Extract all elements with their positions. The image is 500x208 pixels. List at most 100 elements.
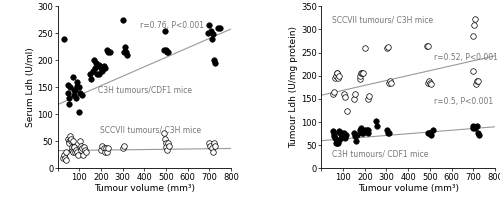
Point	[163, 148, 171, 151]
Point	[423, 44, 431, 47]
Point	[470, 126, 478, 130]
Point	[328, 93, 336, 96]
Text: r=0.76, P<0.001: r=0.76, P<0.001	[140, 21, 204, 30]
Point	[104, 147, 112, 150]
Point	[101, 151, 109, 154]
Point	[425, 131, 433, 134]
Point	[383, 46, 391, 50]
Point	[119, 147, 127, 150]
Point	[330, 134, 338, 138]
Point	[356, 129, 364, 132]
Point	[161, 137, 169, 140]
Point	[68, 145, 76, 149]
Point	[120, 51, 128, 54]
Point	[470, 35, 478, 38]
Point	[338, 131, 345, 134]
Point	[66, 134, 74, 138]
Point	[86, 78, 94, 81]
Point	[82, 151, 90, 154]
Point	[60, 153, 68, 157]
Point	[331, 76, 339, 80]
Point	[120, 144, 128, 147]
Point	[68, 148, 76, 151]
Text: C3H tumours/CDF1 mice: C3H tumours/CDF1 mice	[98, 86, 192, 95]
Point	[362, 129, 370, 132]
Point	[80, 145, 88, 149]
Point	[472, 82, 480, 85]
Point	[160, 48, 168, 51]
Point	[352, 134, 360, 138]
Point	[164, 141, 172, 145]
Point	[357, 126, 365, 130]
Point	[65, 97, 73, 100]
Point	[471, 17, 479, 21]
Point	[72, 97, 80, 100]
Point	[72, 148, 80, 151]
Point	[341, 95, 349, 98]
Point	[336, 131, 344, 134]
Point	[70, 145, 78, 149]
Point	[426, 134, 434, 137]
Point	[64, 91, 72, 94]
Point	[332, 72, 340, 75]
Point	[67, 140, 75, 143]
Point	[356, 74, 364, 77]
Point	[72, 151, 80, 154]
Point	[92, 61, 100, 65]
Point	[206, 144, 214, 147]
Point	[100, 67, 108, 70]
Point	[330, 132, 338, 135]
Point	[121, 45, 129, 48]
Point	[470, 23, 478, 26]
Point	[162, 48, 170, 51]
Point	[72, 85, 80, 88]
Point	[163, 51, 171, 54]
Point	[70, 140, 78, 143]
Point	[88, 69, 96, 73]
Point	[62, 159, 70, 162]
Point	[362, 129, 370, 132]
Point	[62, 151, 70, 154]
Point	[90, 59, 98, 62]
Y-axis label: Serum Ldh (U/ml): Serum Ldh (U/ml)	[26, 47, 35, 127]
Point	[78, 148, 86, 151]
Point	[207, 29, 215, 32]
Point	[334, 76, 342, 80]
Point	[76, 144, 84, 147]
Point	[357, 72, 365, 75]
Point	[122, 51, 130, 54]
Point	[66, 102, 74, 105]
Point	[216, 26, 224, 30]
Point	[71, 88, 79, 92]
Point	[424, 131, 432, 134]
Point	[364, 97, 372, 101]
Point	[214, 26, 222, 30]
Point	[124, 53, 132, 57]
Point	[211, 144, 219, 147]
Point	[66, 141, 74, 145]
Point	[68, 148, 76, 151]
Point	[428, 129, 436, 132]
Point	[66, 86, 74, 89]
Point	[68, 75, 76, 78]
Point	[103, 48, 111, 51]
Point	[204, 32, 212, 35]
Point	[333, 72, 341, 75]
Point	[474, 134, 482, 137]
Point	[358, 71, 366, 74]
Point	[79, 153, 87, 157]
Point	[334, 141, 342, 145]
Point	[337, 137, 345, 140]
Point	[208, 147, 216, 150]
X-axis label: Tumour volume (mm³): Tumour volume (mm³)	[358, 184, 458, 193]
Point	[210, 141, 218, 145]
Y-axis label: Tumour Ldh (U/mg protein): Tumour Ldh (U/mg protein)	[290, 26, 298, 148]
Point	[335, 138, 343, 141]
Point	[330, 90, 338, 94]
Point	[385, 81, 393, 84]
Point	[162, 145, 170, 149]
Point	[388, 81, 396, 84]
Point	[70, 94, 78, 97]
Point	[372, 120, 380, 123]
Point	[210, 33, 218, 36]
